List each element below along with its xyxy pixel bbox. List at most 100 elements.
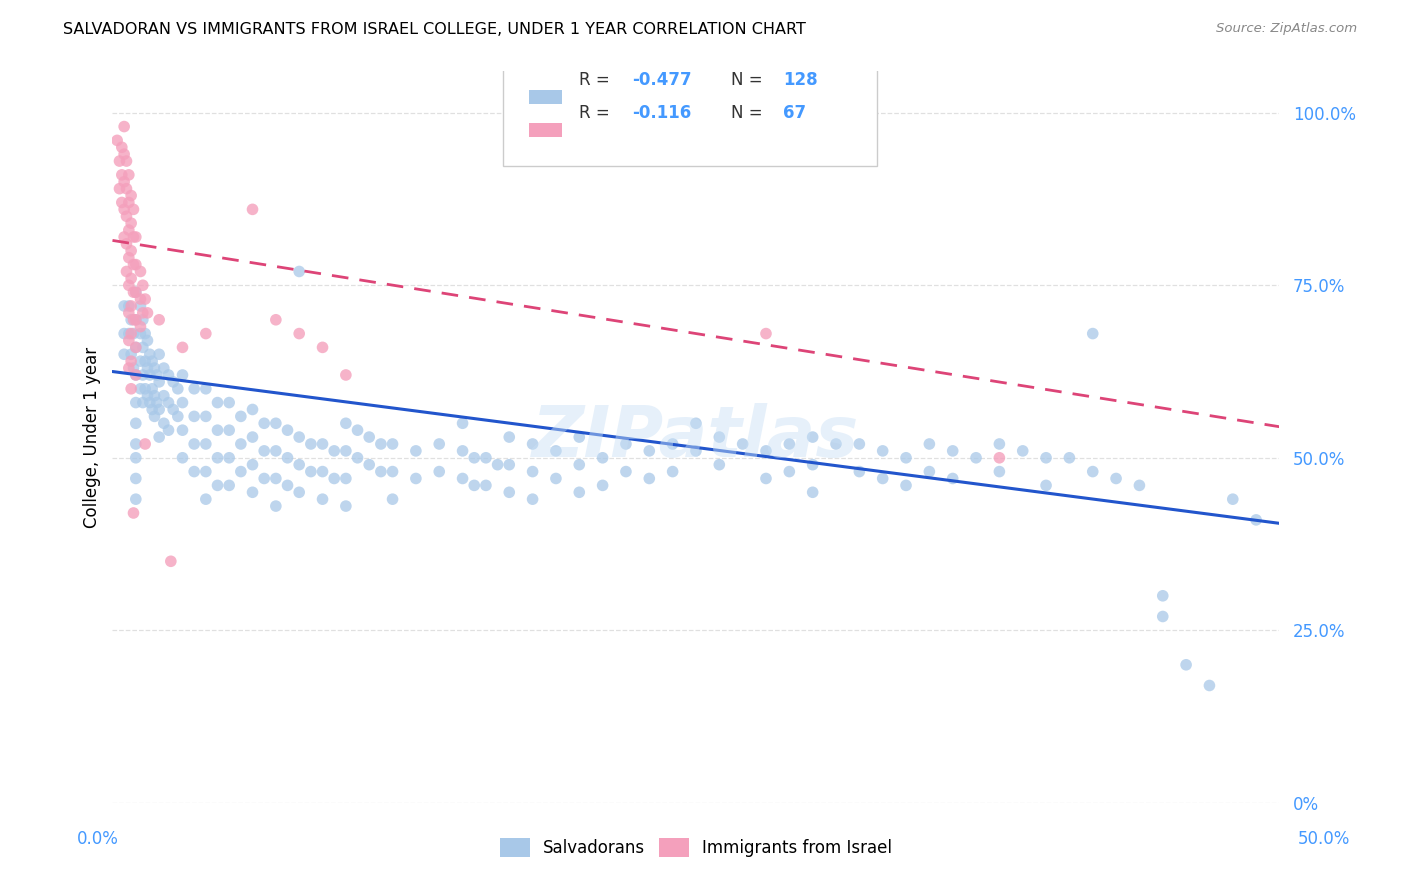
Point xyxy=(661,465,683,479)
Point xyxy=(463,478,485,492)
Text: 50.0%: 50.0% xyxy=(1298,830,1350,847)
Point xyxy=(120,299,142,313)
Point xyxy=(132,306,155,320)
Point xyxy=(125,285,148,300)
Point xyxy=(136,334,159,348)
Point xyxy=(218,423,240,437)
Point xyxy=(112,175,135,189)
Point xyxy=(1152,609,1174,624)
Point xyxy=(122,285,145,300)
Point xyxy=(157,423,180,437)
Point xyxy=(988,437,1011,451)
Point xyxy=(264,471,287,485)
Point xyxy=(148,430,170,444)
Point xyxy=(685,417,707,431)
Point xyxy=(346,423,368,437)
Text: N =: N = xyxy=(731,71,768,89)
Point xyxy=(661,437,683,451)
Point xyxy=(218,395,240,409)
Point xyxy=(125,312,148,326)
Point xyxy=(194,409,217,424)
Text: N =: N = xyxy=(731,104,773,122)
Text: 67: 67 xyxy=(783,104,807,122)
Point xyxy=(134,354,156,368)
Point xyxy=(335,417,357,431)
Point xyxy=(918,437,941,451)
Point xyxy=(141,382,163,396)
Point xyxy=(475,450,498,465)
Point xyxy=(134,437,156,451)
Point xyxy=(276,450,298,465)
Point xyxy=(381,437,404,451)
Text: ZIPatlas: ZIPatlas xyxy=(533,402,859,472)
Point xyxy=(638,471,661,485)
Point xyxy=(143,389,166,403)
Point xyxy=(207,478,229,492)
Point xyxy=(125,368,148,382)
Point xyxy=(335,368,357,382)
Point xyxy=(568,430,591,444)
Point xyxy=(848,465,870,479)
Point xyxy=(685,443,707,458)
Point xyxy=(207,395,229,409)
Point xyxy=(115,182,138,196)
Point xyxy=(118,326,141,341)
Point xyxy=(323,471,346,485)
Point xyxy=(183,465,205,479)
Point xyxy=(276,423,298,437)
Point xyxy=(141,402,163,417)
Point xyxy=(122,230,145,244)
Point xyxy=(141,354,163,368)
Point xyxy=(872,443,894,458)
Point xyxy=(148,402,170,417)
Point xyxy=(1198,678,1220,692)
Point xyxy=(872,471,894,485)
Point xyxy=(194,465,217,479)
Point xyxy=(264,499,287,513)
Point xyxy=(129,292,152,306)
Point xyxy=(194,326,217,341)
Text: R =: R = xyxy=(579,71,616,89)
Point xyxy=(568,458,591,472)
Point xyxy=(311,340,333,354)
Point xyxy=(311,465,333,479)
Point xyxy=(311,492,333,507)
Point xyxy=(129,264,152,278)
Point xyxy=(323,443,346,458)
Point xyxy=(801,458,824,472)
Point xyxy=(172,450,194,465)
Point xyxy=(359,458,381,472)
Point xyxy=(105,133,128,147)
Text: -0.116: -0.116 xyxy=(631,104,690,122)
Point xyxy=(112,147,135,161)
Point xyxy=(288,264,311,278)
Point xyxy=(120,354,142,368)
Y-axis label: College, Under 1 year: College, Under 1 year xyxy=(83,346,101,528)
Point xyxy=(544,471,567,485)
Point xyxy=(120,188,142,202)
Point xyxy=(134,292,156,306)
Point xyxy=(115,236,138,251)
Point xyxy=(381,465,404,479)
Point xyxy=(129,326,152,341)
Point xyxy=(288,485,311,500)
Point xyxy=(136,389,159,403)
Point xyxy=(264,312,287,326)
Point xyxy=(370,437,392,451)
Point xyxy=(162,375,184,389)
Point xyxy=(253,443,276,458)
Point xyxy=(143,361,166,376)
Point xyxy=(108,182,131,196)
Point xyxy=(125,492,148,507)
Point xyxy=(848,437,870,451)
Point xyxy=(112,299,135,313)
Point xyxy=(614,465,637,479)
Point xyxy=(112,326,135,341)
Point xyxy=(276,478,298,492)
Point xyxy=(592,478,614,492)
Point xyxy=(218,450,240,465)
Point xyxy=(299,465,322,479)
Point xyxy=(253,471,276,485)
Point xyxy=(1128,478,1150,492)
Point xyxy=(139,395,162,409)
